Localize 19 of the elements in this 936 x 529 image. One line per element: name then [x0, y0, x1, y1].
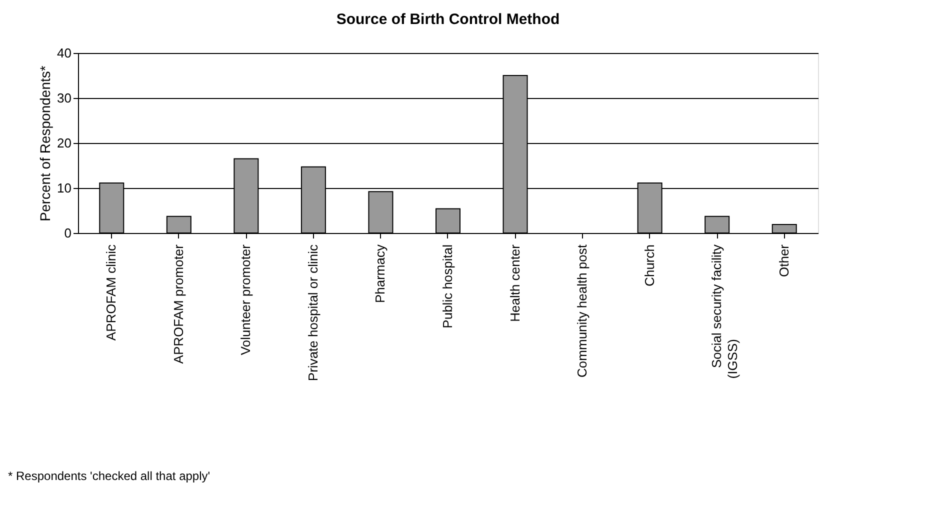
y-tick-label: 10	[57, 180, 72, 196]
y-tick-label: 0	[64, 226, 72, 240]
x-tick-label: Public hospital	[440, 244, 455, 328]
category-label: Social security facility (IGSS)	[709, 244, 740, 379]
x-tick-label: Pharmacy	[372, 244, 388, 304]
x-tick-label: Community health post	[574, 244, 590, 378]
x-tick-label: Other	[776, 244, 792, 278]
x-tick-label: Private hospital or clinic	[305, 244, 320, 382]
x-tick-label: Church	[642, 244, 657, 286]
x-tick-label: APROFAM promoter	[170, 244, 186, 364]
chart-title: Source of Birth Control Method	[336, 11, 560, 28]
y-tick-label: 30	[57, 90, 72, 106]
y-tick-label: 20	[57, 136, 72, 150]
y-axis-title: Percent of Respondents*	[37, 65, 54, 222]
y-tick-label: 40	[57, 46, 72, 60]
x-tick-label: Volunteer promoter	[238, 244, 254, 356]
x-tick-label: APROFAM clinic	[104, 244, 119, 341]
x-tick-label: Health center	[507, 244, 522, 322]
text: * Respondents 'checked all that apply'	[8, 469, 210, 483]
